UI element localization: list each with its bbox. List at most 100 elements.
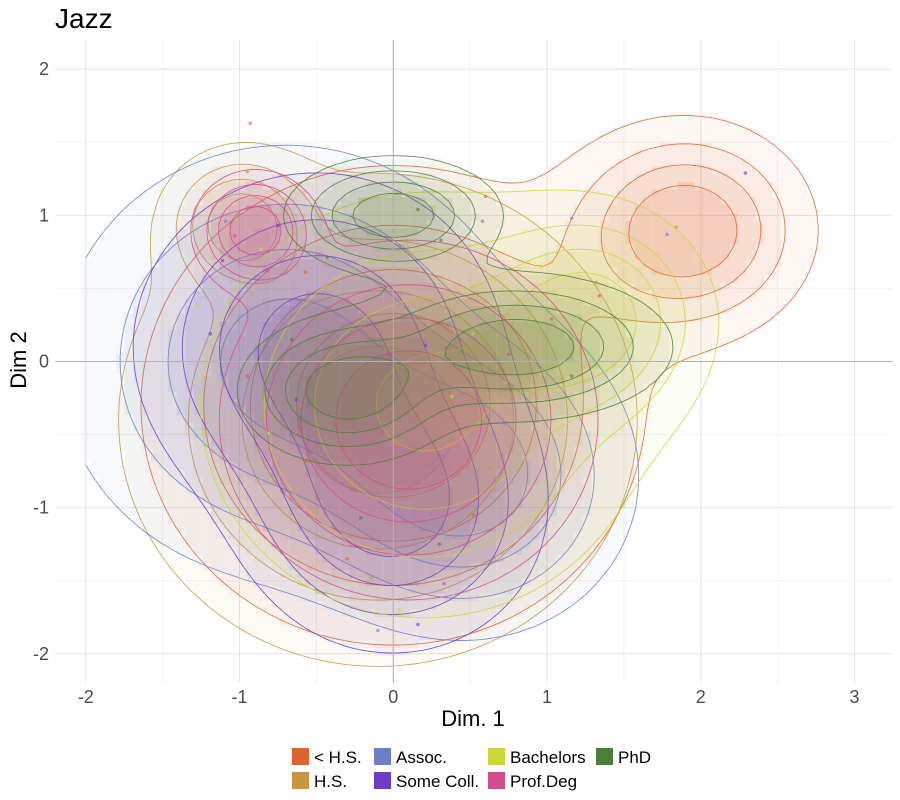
data-point: [380, 429, 385, 434]
data-point: [506, 352, 511, 356]
legend-label: Prof.Deg: [510, 772, 577, 791]
data-point: [259, 247, 263, 251]
density-fill: [211, 181, 548, 555]
density-fill: [262, 228, 687, 555]
data-point: [502, 421, 506, 425]
density-fill: [306, 189, 574, 423]
data-point: [276, 223, 280, 228]
density-contour: [314, 248, 661, 510]
data-point: [340, 299, 345, 304]
data-point: [397, 608, 402, 612]
density-fill: [297, 181, 738, 501]
data-point: [416, 622, 420, 627]
density-fill: [202, 143, 782, 586]
legend-label: PhD: [618, 748, 651, 767]
data-point: [416, 207, 420, 212]
data-point: [549, 317, 554, 321]
density-contour: [190, 169, 599, 601]
data-point: [539, 264, 543, 269]
density-fill: [202, 189, 721, 617]
legend-label: H.S.: [314, 772, 347, 791]
data-point: [480, 219, 485, 224]
data-point: [569, 216, 574, 221]
data-point: [325, 255, 329, 260]
legend-label: Bachelors: [510, 748, 586, 767]
y-tick-label: 0: [39, 352, 49, 372]
data-point: [248, 121, 253, 126]
density-series: [236, 155, 674, 466]
data-point: [245, 169, 250, 174]
density-fill: [236, 158, 669, 462]
density-contour: [200, 189, 720, 619]
data-point: [359, 516, 363, 520]
density-contour: [167, 249, 562, 568]
x-tick-label: 0: [388, 687, 398, 707]
data-point: [665, 232, 669, 237]
density-fill: [116, 143, 635, 664]
x-tick-label: 3: [850, 687, 860, 707]
data-point: [442, 581, 446, 586]
density-series: [190, 166, 600, 602]
data-point: [245, 374, 250, 378]
data-point: [437, 542, 442, 546]
data-point: [371, 323, 376, 327]
x-axis-label: Dim. 1: [441, 706, 505, 731]
data-point: [303, 270, 308, 275]
data-point: [449, 394, 454, 399]
data-point: [423, 343, 428, 348]
y-axis-label: Dim 2: [6, 331, 31, 388]
density-contour: [206, 184, 552, 556]
data-point: [376, 628, 380, 633]
density-contour: [263, 224, 686, 558]
legend-key: [292, 772, 309, 789]
data-point: [674, 225, 678, 229]
legend-label: Assoc.: [396, 748, 447, 767]
data-point: [289, 337, 294, 342]
density-contour: [305, 193, 575, 420]
density-fill: [219, 298, 531, 540]
density-contour: [264, 170, 634, 448]
legend-key: [488, 772, 505, 789]
density-contour: [181, 219, 509, 615]
data-point: [439, 238, 443, 243]
data-point: [194, 304, 199, 308]
data-point: [483, 194, 488, 199]
density-fill: [176, 166, 566, 602]
data-point: [488, 466, 492, 470]
density-fill: [375, 275, 635, 454]
density-fill: [141, 112, 816, 649]
density-contour: [285, 181, 605, 434]
density-contour: [236, 155, 674, 466]
density-series: [81, 143, 640, 641]
data-point: [345, 556, 349, 561]
density-fill: [211, 197, 453, 493]
density-fill: [219, 197, 514, 524]
grid: [55, 40, 893, 683]
x-tick-label: 1: [542, 687, 552, 707]
density-contour: [192, 178, 515, 550]
density-contour: [132, 172, 549, 654]
data-point: [265, 269, 269, 273]
data-point: [471, 513, 476, 517]
density-layer: [81, 112, 819, 667]
density-contour: [220, 298, 529, 537]
data-point: [468, 296, 472, 301]
legend-key: [374, 748, 391, 765]
y-tick-label: -1: [33, 498, 49, 518]
legend-label: < H.S.: [314, 748, 362, 767]
points-layer: [194, 121, 748, 633]
y-tick-label: 1: [39, 205, 49, 225]
density-fill: [193, 166, 600, 602]
chart-title: Jazz: [55, 3, 113, 34]
data-point: [233, 234, 237, 238]
density-fill: [228, 205, 479, 493]
data-point: [294, 397, 299, 402]
x-tick-label: 2: [696, 687, 706, 707]
legend-key: [374, 772, 391, 789]
legend-key: [292, 748, 309, 765]
density-contour: [218, 195, 517, 523]
data-point: [369, 575, 374, 580]
legend-label: Some Coll.: [396, 772, 479, 791]
data-point: [743, 171, 748, 175]
x-tick-label: -1: [232, 687, 248, 707]
